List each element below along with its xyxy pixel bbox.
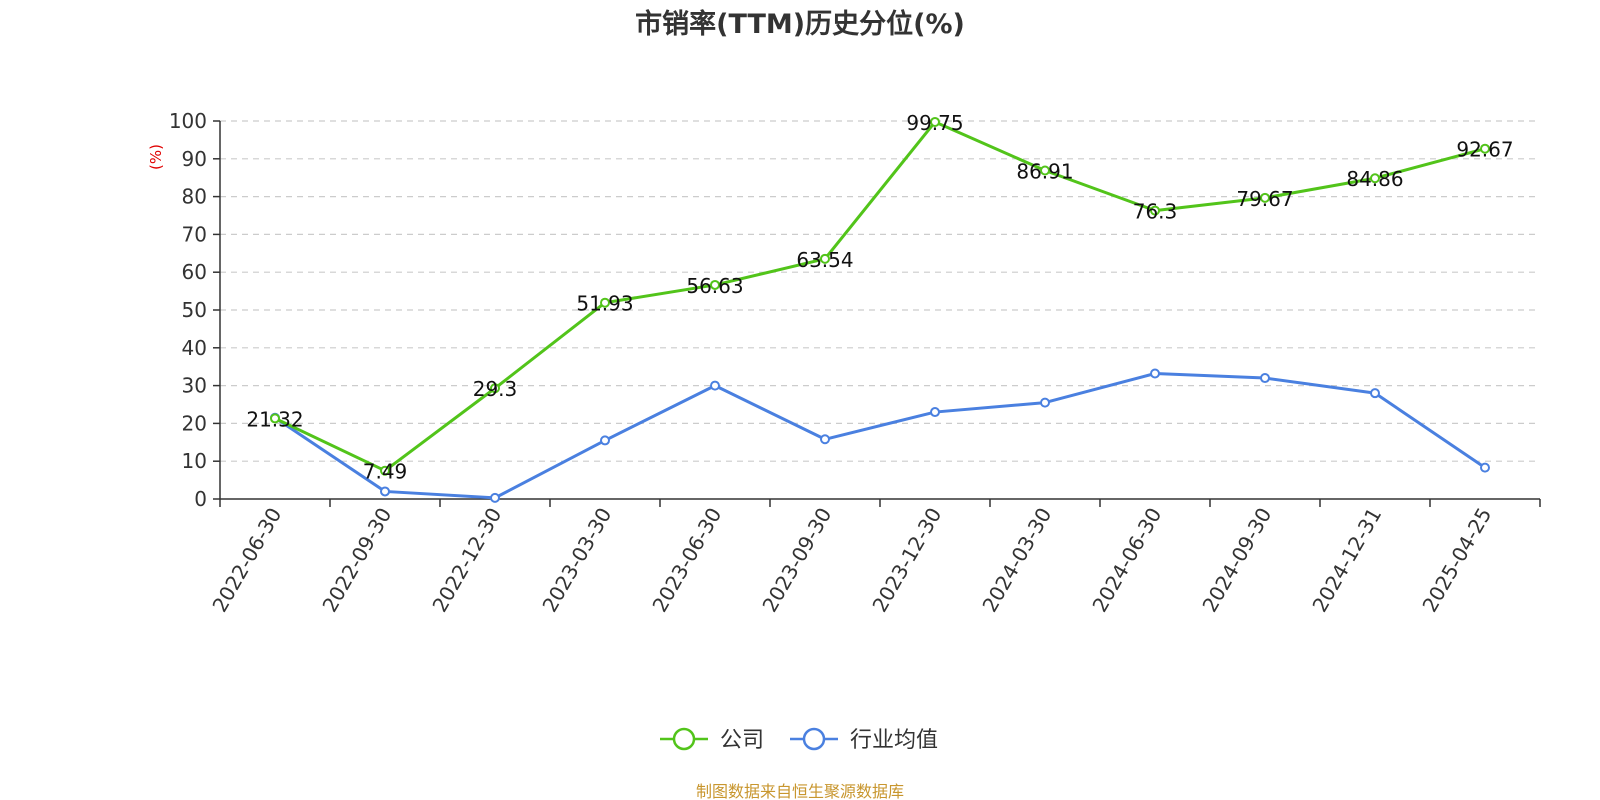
y-tick-label: 60 <box>182 260 207 284</box>
chart-title: 市销率(TTM)历史分位(%) <box>635 8 965 40</box>
x-axis: 2022-06-30 2022-09-30 2022-12-30 2023-03-30… <box>207 498 1541 617</box>
data-point[interactable] <box>490 492 500 503</box>
x-tick-label: 2024-09-30 <box>1197 504 1276 617</box>
data-label: 63.54 <box>796 248 853 272</box>
legend-marker <box>802 727 826 751</box>
data-label: 21.32 <box>246 407 303 431</box>
data-point[interactable] <box>710 380 720 391</box>
data-point[interactable] <box>1370 173 1380 184</box>
y-axis-label: (%) <box>147 144 165 170</box>
data-point[interactable] <box>710 279 720 290</box>
y-tick-label: 20 <box>182 411 207 435</box>
series-line-industry-avg <box>274 372 1486 500</box>
y-axis: 0 10 20 30 40 50 60 70 80 90 100 <box>169 109 221 511</box>
data-label: 56.63 <box>686 274 743 298</box>
x-tick-label: 2023-03-30 <box>537 504 616 617</box>
data-point[interactable] <box>1260 192 1270 203</box>
data-point[interactable] <box>820 253 830 264</box>
series-layer <box>270 116 1490 503</box>
data-point[interactable] <box>1370 388 1380 399</box>
x-tick-label: 2024-03-30 <box>977 504 1056 617</box>
data-point[interactable] <box>930 116 940 127</box>
data-label: 51.93 <box>576 292 633 316</box>
data-point[interactable] <box>820 434 830 445</box>
x-tick-label: 2023-09-30 <box>757 504 836 617</box>
y-tick-label: 40 <box>182 336 207 360</box>
data-label: 76.3 <box>1133 200 1178 224</box>
series-line-company <box>274 120 1486 473</box>
legend[interactable]: 公司 行业均值 <box>660 727 938 753</box>
data-point[interactable] <box>1260 373 1270 384</box>
y-tick-label: 80 <box>182 185 207 209</box>
y-tick-label: 70 <box>182 222 207 246</box>
y-tick-label: 90 <box>182 147 207 171</box>
x-tick-label: 2022-06-30 <box>207 504 286 617</box>
x-tick-label: 2024-12-31 <box>1307 504 1386 617</box>
data-label: 86.91 <box>1016 159 1073 183</box>
data-point[interactable] <box>1480 143 1490 154</box>
source-note: 制图数据来自恒生聚源数据库 <box>696 782 904 800</box>
y-tick-label: 10 <box>182 449 207 473</box>
x-tick-label: 2022-12-30 <box>427 504 506 617</box>
data-point[interactable] <box>1150 368 1160 379</box>
x-tick-label: 2022-09-30 <box>317 504 396 617</box>
data-point[interactable] <box>1480 462 1490 473</box>
data-point[interactable] <box>1150 205 1160 216</box>
x-tick-label: 2023-12-30 <box>867 504 946 617</box>
x-tick-label: 2024-06-30 <box>1087 504 1166 617</box>
data-label: 7.49 <box>363 460 408 484</box>
data-label: 84.86 <box>1346 167 1403 191</box>
data-point[interactable] <box>1040 397 1050 408</box>
data-labels: 21.32 7.49 29.3 51.93 56.63 63.54 99.75 86.91 76… <box>246 111 1513 484</box>
legend-label: 行业均值 <box>850 728 938 753</box>
data-point[interactable] <box>270 413 280 424</box>
data-point[interactable] <box>1040 165 1050 176</box>
legend-marker <box>672 727 696 751</box>
y-tick-label: 0 <box>194 487 207 511</box>
data-point[interactable] <box>380 465 390 476</box>
data-label: 29.3 <box>473 377 518 401</box>
data-label: 92.67 <box>1456 138 1513 162</box>
y-tick-label: 30 <box>182 374 207 398</box>
x-tick-label: 2023-06-30 <box>647 504 726 617</box>
y-tick-label: 50 <box>182 298 207 322</box>
y-tick-label: 100 <box>169 109 207 133</box>
data-label: 79.67 <box>1236 187 1293 211</box>
grid-lines <box>220 120 1540 462</box>
data-label: 99.75 <box>906 111 963 135</box>
legend-label: 公司 <box>720 728 764 753</box>
data-point[interactable] <box>490 383 500 394</box>
data-point[interactable] <box>380 486 390 497</box>
data-point[interactable] <box>600 297 610 308</box>
legend-item-industry-avg[interactable]: 行业均值 <box>790 727 938 753</box>
data-point[interactable] <box>930 407 940 418</box>
legend-item-company[interactable]: 公司 <box>660 727 764 753</box>
x-tick-label: 2025-04-25 <box>1417 504 1496 617</box>
data-point[interactable] <box>600 435 610 446</box>
